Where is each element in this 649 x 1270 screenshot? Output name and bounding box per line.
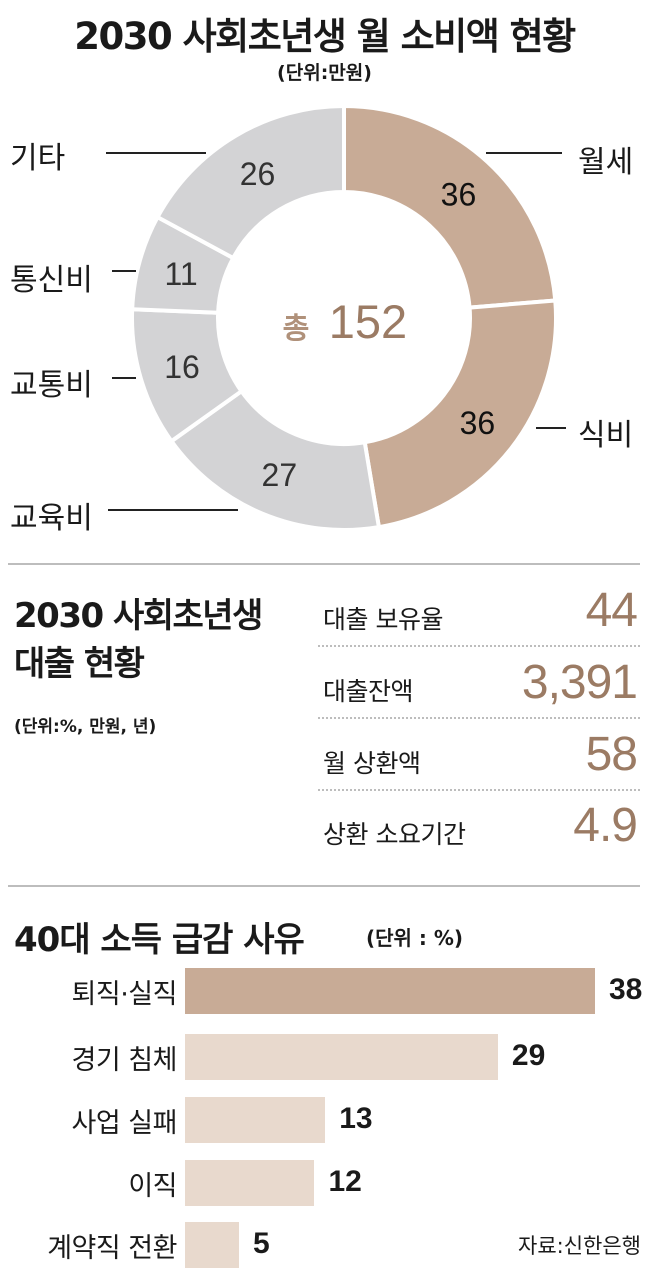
loan-section-unit: (단위:%, 만원, 년) [14,717,157,737]
donut-category-rent: 월세 [578,145,633,180]
bar-value-business-failure: 13 [339,1102,373,1135]
stat-label-repayment-period: 상환 소요기간 [323,820,466,849]
source-note: 자료:신한은행 [518,1234,641,1258]
donut-leader-lines [106,152,566,511]
bar-chart-title: 40대 소득 급감 사유 [14,920,305,960]
stat-value-loan-balance: 3,391 [521,656,638,709]
stat-value-repayment-period: 4.9 [573,799,638,852]
loan-section-title: 2030 사회초년생 대출 현황 [14,592,263,688]
stat-label-monthly-repayment: 월 상환액 [323,749,421,778]
donut-category-telecom: 통신비 [10,263,93,298]
bar-label-contract-switch: 계약직 전환 [47,1233,177,1264]
donut-value-education: 27 [262,457,298,493]
bar-value-recession: 29 [511,1039,546,1072]
donut-slice-other [154,103,346,261]
section-divider [8,563,640,565]
donut-value-food: 36 [460,405,496,441]
loan-title-line1: 2030 사회초년생 [14,596,263,636]
bar-contract-switch [185,1222,239,1268]
stat-value-monthly-repayment: 58 [585,728,638,781]
bar-label-retirement: 퇴직·실직 [71,979,178,1010]
bar-recession [185,1034,498,1080]
stat-label-loan-rate: 대출 보유율 [323,605,443,634]
donut-value-transport: 16 [164,349,200,385]
donut-category-other: 기타 [10,141,65,176]
donut-category-education: 교육비 [10,501,93,536]
stat-divider [318,645,640,647]
bar-chart-unit: (단위 : %) [366,926,464,950]
donut-value-labels: 36 36 27 16 11 26 [164,156,495,493]
stat-divider [318,789,640,791]
section-divider [8,885,640,887]
donut-slice-rent [342,103,558,310]
donut-slice-food [362,298,558,530]
donut-value-telecom: 11 [164,256,197,292]
bar-label-job-change: 이직 [128,1171,177,1202]
donut-slices [130,103,558,532]
bar-value-retirement: 38 [609,973,643,1006]
bar-label-business-failure: 사업 실패 [71,1108,178,1139]
donut-total-value: 152 [329,295,407,348]
bar-value-job-change: 12 [328,1165,362,1198]
donut-chart-unit: (단위:만원) [277,62,372,84]
bar-job-change [185,1160,315,1206]
donut-category-transport: 교통비 [10,368,93,403]
bar-business-failure [185,1097,326,1143]
donut-value-rent: 36 [441,177,477,213]
donut-chart-title: 2030 사회초년생 월 소비액 현황 [74,15,576,58]
stat-divider [318,717,640,719]
stat-label-loan-balance: 대출잔액 [323,677,414,706]
bar-value-contract-switch: 5 [252,1227,270,1260]
donut-total-prefix: 총 [283,311,310,345]
stat-value-loan-rate: 44 [585,584,638,637]
bar-retirement [185,968,595,1014]
donut-value-other: 26 [240,156,276,192]
bar-label-recession: 경기 침체 [71,1045,178,1076]
donut-category-food: 식비 [578,418,633,453]
loan-title-line2: 대출 현황 [14,644,145,684]
